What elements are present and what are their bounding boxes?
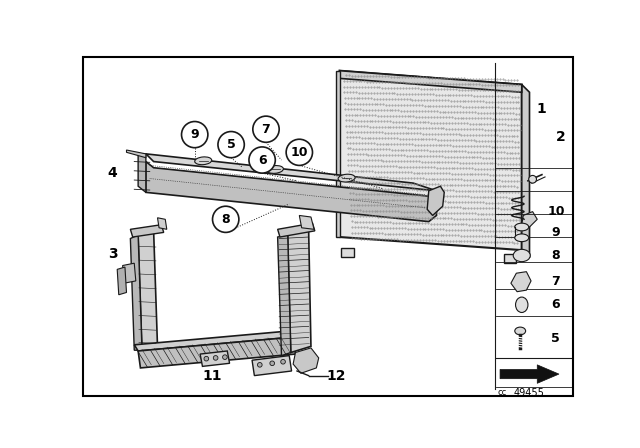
Text: 49455: 49455 [514,388,545,397]
Bar [341,248,353,257]
Polygon shape [138,337,296,368]
Polygon shape [252,356,292,375]
Text: 6: 6 [552,298,560,311]
Circle shape [213,356,218,360]
Text: 10: 10 [291,146,308,159]
Text: 10: 10 [547,205,564,218]
Polygon shape [131,235,142,350]
Circle shape [204,356,209,361]
Polygon shape [278,235,291,356]
Circle shape [253,116,279,142]
Polygon shape [340,71,522,92]
Circle shape [270,361,275,366]
Circle shape [223,355,227,359]
Polygon shape [123,263,136,283]
Polygon shape [146,162,436,222]
Text: 2: 2 [556,130,565,144]
Ellipse shape [515,327,525,335]
Ellipse shape [266,166,284,173]
Polygon shape [428,186,444,215]
Polygon shape [288,229,311,353]
Text: 8: 8 [552,249,560,262]
Polygon shape [138,231,157,350]
Bar [504,254,516,263]
Text: 1: 1 [536,102,546,116]
Polygon shape [336,71,340,237]
Text: 7: 7 [262,123,270,136]
Circle shape [182,121,208,148]
Circle shape [249,147,275,173]
Ellipse shape [513,250,531,262]
Polygon shape [340,71,522,250]
Polygon shape [522,211,537,227]
Ellipse shape [338,174,355,182]
Text: 9: 9 [190,128,199,141]
Circle shape [218,132,244,158]
Polygon shape [138,154,146,192]
Text: 9: 9 [552,226,560,239]
Circle shape [529,176,536,183]
Polygon shape [511,271,531,292]
Text: 11: 11 [202,369,221,383]
Text: 5: 5 [552,332,560,345]
Ellipse shape [195,157,212,165]
Text: 8: 8 [221,213,230,226]
Polygon shape [300,215,314,229]
Ellipse shape [515,234,529,241]
Text: 6: 6 [258,154,266,167]
Polygon shape [500,365,559,383]
Text: 12: 12 [326,369,346,383]
Ellipse shape [515,223,529,231]
Polygon shape [146,154,436,191]
Text: 5: 5 [227,138,236,151]
Circle shape [212,206,239,233]
Polygon shape [293,348,319,373]
Text: 3: 3 [108,247,117,261]
Polygon shape [117,267,127,295]
Ellipse shape [516,297,528,313]
Circle shape [257,362,262,367]
Polygon shape [522,85,529,258]
Text: cc: cc [498,388,507,397]
Text: 4: 4 [108,166,117,180]
Polygon shape [127,150,146,158]
Polygon shape [157,218,167,229]
Circle shape [281,359,285,364]
Polygon shape [200,351,230,366]
Circle shape [286,139,312,165]
Polygon shape [134,331,293,351]
Text: 7: 7 [552,275,560,288]
Polygon shape [278,223,315,237]
Polygon shape [131,225,164,237]
